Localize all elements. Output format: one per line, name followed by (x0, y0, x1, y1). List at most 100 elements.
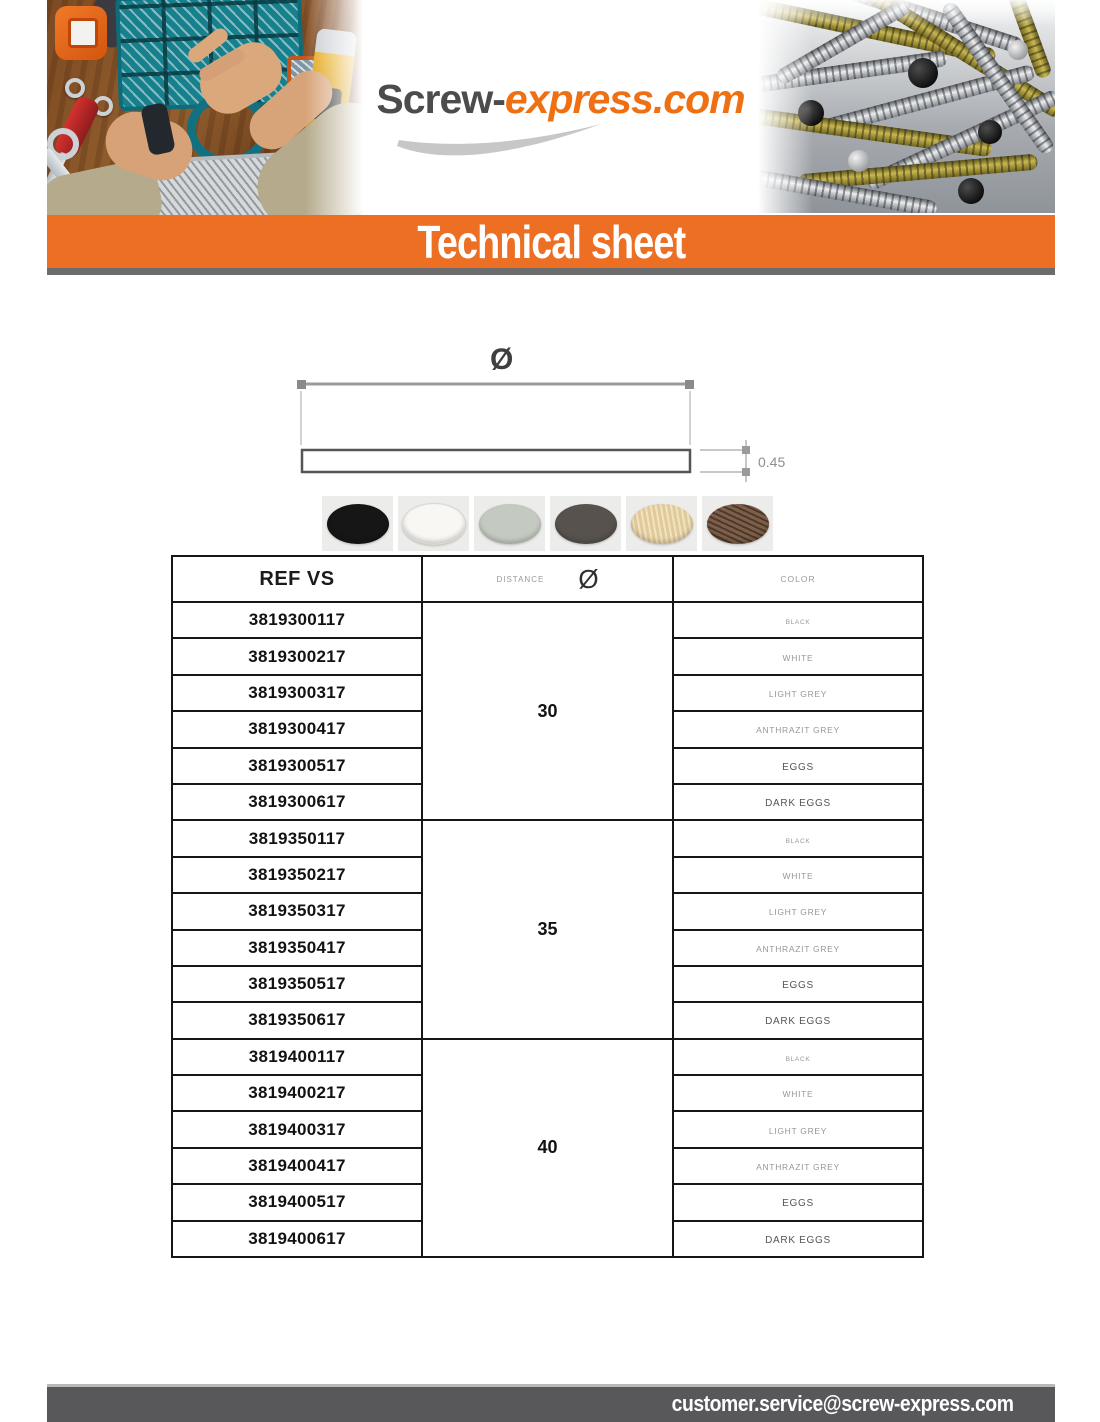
color-cell: EGGS (672, 1183, 924, 1222)
page-title: Technical sheet (417, 215, 686, 268)
color-label: EGGS (782, 1198, 814, 1210)
table-row: 3819400617 DARK EGGS (171, 1219, 924, 1259)
table-row: 3819350117 35 BLACK (171, 819, 924, 1040)
table-row: 3819400517 EGGS (171, 1183, 924, 1222)
color-label: WHITE (782, 870, 814, 881)
dimension-endpoint (297, 380, 306, 389)
dimension-endpoint (742, 468, 750, 476)
ref-cell: 3819400517 (171, 1183, 423, 1222)
color-label: BLACK (785, 619, 811, 627)
screw-head-shape (1008, 40, 1028, 60)
color-label: DARK EGGS (765, 1016, 831, 1028)
ref-cell: 3819300417 (171, 710, 423, 749)
swatch-eggs (626, 496, 697, 551)
color-cell: BLACK (672, 1037, 924, 1077)
table-row: 3819400117 40 BLACK (171, 1037, 924, 1259)
color-label: EGGS (782, 980, 814, 992)
color-cell: LIGHT GREY (672, 1110, 924, 1149)
table-row: 3819400317 LIGHT GREY (171, 1110, 924, 1149)
distance-label: DISTANCE (496, 574, 545, 584)
table-row: 3819400217 WHITE (171, 1074, 924, 1113)
column-header-color: COLOR (672, 555, 924, 603)
swatch-dark-eggs (702, 496, 773, 551)
table-row: 3819350317 LIGHT GREY (171, 892, 924, 931)
eggs-disc (630, 503, 693, 544)
distance-cell: 40 (421, 1037, 674, 1259)
color-cell: BLACK (672, 600, 924, 640)
table-row: 3819350617 DARK EGGS (171, 1001, 924, 1040)
ref-cell: 3819350517 (171, 964, 423, 1004)
ref-cell: 3819350617 (171, 1001, 423, 1040)
ref-cell: 3819400317 (171, 1110, 423, 1149)
tape-measure-shape (55, 6, 107, 60)
diameter-symbol: Ø (490, 343, 513, 376)
color-cell: WHITE (672, 855, 924, 895)
ref-cell: 3819300617 (171, 782, 423, 822)
logo-text-express: express.com (504, 76, 746, 122)
table-header-row: REF VS DISTANCE Ø COLOR (171, 555, 924, 603)
ref-cell: 3819300217 (171, 637, 423, 676)
dark-eggs-disc (706, 503, 769, 544)
screw-head-shape (848, 150, 870, 172)
swatch-light-grey (474, 496, 545, 551)
logo-text-screw: Screw- (376, 76, 505, 122)
screw-head-shape (958, 178, 984, 204)
product-table: REF VS DISTANCE Ø COLOR 3819300117 30 BLACK… (171, 555, 924, 1259)
table-row: 3819300517 EGGS (171, 746, 924, 785)
distance-cell: 35 (421, 819, 674, 1040)
column-header-ref: REF VS (171, 555, 423, 603)
color-label: ANTHRAZIT GREY (756, 943, 840, 954)
color-cell: WHITE (672, 1074, 924, 1113)
ref-cell: 3819350117 (171, 819, 423, 858)
screw-pile-photo (758, 0, 1055, 213)
color-label: DARK EGGS (765, 798, 831, 810)
color-cell: DARK EGGS (672, 1219, 924, 1259)
color-label: BLACK (785, 1055, 811, 1063)
title-banner: Technical sheet (47, 215, 1055, 268)
color-cell: DARK EGGS (672, 782, 924, 822)
table-row: 3819350217 WHITE (171, 855, 924, 895)
banner-underline (47, 268, 1055, 275)
logo-area: Screw-express.com (363, 0, 758, 215)
ref-cell: 3819400217 (171, 1074, 423, 1113)
photo-fade (758, 0, 1055, 26)
table-row: 3819300417 ANTHRAZIT GREY (171, 710, 924, 749)
table-row: 3819300117 30 BLACK (171, 600, 924, 822)
color-cell: BLACK (672, 819, 924, 858)
dimension-endpoint (685, 380, 694, 389)
ref-cell: 3819400117 (171, 1037, 423, 1077)
ref-cell: 3819400417 (171, 1146, 423, 1186)
header: Screw-express.com (47, 0, 1055, 215)
table-row: 3819350517 EGGS (171, 964, 924, 1004)
photo-fade (758, 0, 813, 213)
color-cell: WHITE (672, 637, 924, 676)
black-disc (326, 503, 389, 544)
ref-cell: 3819350217 (171, 855, 423, 895)
table-row: 3819350417 ANTHRAZIT GREY (171, 928, 924, 967)
ref-cell: 3819300317 (171, 673, 423, 713)
color-label: LIGHT GREY (768, 907, 828, 918)
color-label: BLACK (785, 837, 811, 845)
disc-profile (300, 448, 692, 474)
table-row: 3819300317 LIGHT GREY (171, 673, 924, 713)
dimension-endpoint (742, 446, 750, 454)
swatch-white (398, 496, 469, 551)
color-cell: LIGHT GREY (672, 892, 924, 931)
column-header-distance: DISTANCE Ø (421, 555, 674, 603)
washer-shape (65, 78, 85, 98)
footer-bar: customer.service@screw-express.com (47, 1384, 1055, 1422)
anthrazit-grey-disc (554, 503, 617, 544)
color-label: ANTHRAZIT GREY (756, 725, 840, 736)
table-row: 3819300217 WHITE (171, 637, 924, 676)
photo-fade (305, 0, 363, 215)
color-cell: DARK EGGS (672, 1001, 924, 1040)
white-disc (401, 502, 466, 545)
table-row: 3819300617 DARK EGGS (171, 782, 924, 822)
ref-cell: 3819400617 (171, 1219, 423, 1259)
color-cell: ANTHRAZIT GREY (672, 928, 924, 967)
color-cell: LIGHT GREY (672, 673, 924, 713)
workbench-photo (47, 0, 363, 215)
contact-email: customer.service@screw-express.com (671, 1391, 1013, 1416)
thickness-value: 0.45 (758, 454, 785, 470)
